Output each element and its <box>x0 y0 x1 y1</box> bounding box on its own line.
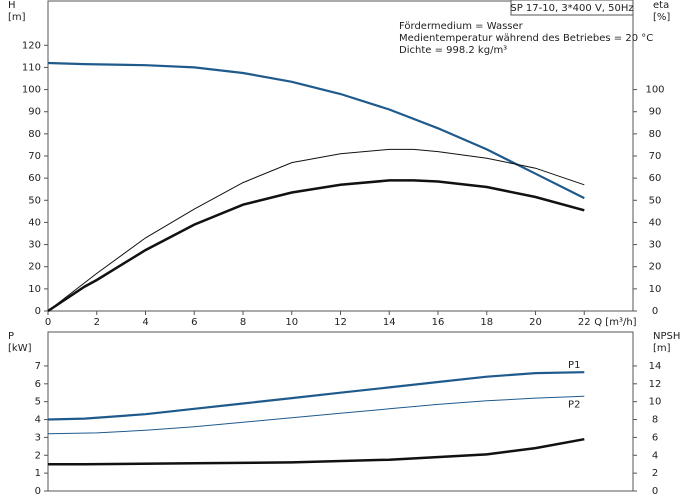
curve <box>47 371 585 421</box>
y-tick-label: 0 <box>35 486 41 497</box>
y2-tick-label: 50 <box>649 195 662 206</box>
x-tick-label: 20 <box>529 317 542 328</box>
y2-tick-label: 10 <box>649 397 662 408</box>
y-axis-label: H <box>8 0 16 11</box>
plot-frame <box>47 0 634 312</box>
y2-tick-label: 40 <box>649 217 662 228</box>
y2-tick-label: 90 <box>649 107 662 118</box>
y-tick-label: 20 <box>28 262 41 273</box>
x-tick-label: 14 <box>383 317 396 328</box>
curve <box>47 148 585 312</box>
y2-tick-label: 60 <box>649 173 662 184</box>
y-tick-label: 4 <box>35 415 41 426</box>
y2-tick-label: 0 <box>652 306 658 317</box>
curve <box>47 61 585 200</box>
y-axis-label: [m] <box>8 12 26 23</box>
y-tick-label: 40 <box>28 217 41 228</box>
y2-tick-label: 8 <box>652 415 658 426</box>
x-tick-label: 18 <box>480 317 493 328</box>
y-tick-label: 50 <box>28 195 41 206</box>
title-box <box>510 0 634 16</box>
y-tick-label: 70 <box>28 151 41 162</box>
curve <box>47 395 585 435</box>
y-tick-label: 10 <box>28 284 41 295</box>
x-tick-label: 16 <box>432 317 445 328</box>
y2-tick-label: 6 <box>652 432 658 443</box>
y2-tick-label: 80 <box>649 129 662 140</box>
y-tick-label: 80 <box>28 129 41 140</box>
x-axis-label: Q [m³/h] <box>594 317 636 328</box>
y2-axis-label: [%] <box>653 12 670 23</box>
y2-axis-label: [m] <box>653 343 671 354</box>
y-tick-label: 90 <box>28 107 41 118</box>
y-tick-label: 120 <box>22 40 41 51</box>
y2-tick-label: 4 <box>652 450 658 461</box>
x-tick-label: 6 <box>191 317 197 328</box>
y2-tick-label: 14 <box>649 361 662 372</box>
y-axis-label: P <box>8 331 14 342</box>
y-tick-label: 110 <box>22 62 41 73</box>
curve <box>47 179 585 313</box>
curve <box>48 437 585 466</box>
y2-tick-label: 12 <box>649 379 662 390</box>
y2-tick-label: 10 <box>649 284 662 295</box>
chart-title: SP 17-10, 3*400 V, 50Hz <box>510 3 633 14</box>
annotation: Fördermedium = Wasser <box>399 21 524 32</box>
plot-frame <box>47 331 634 492</box>
annotation: Medientemperatur während des Betriebes =… <box>399 33 653 44</box>
y-tick-label: 30 <box>28 240 41 251</box>
x-tick-label: 22 <box>578 317 591 328</box>
y2-tick-label: 2 <box>652 468 658 479</box>
y2-tick-label: 20 <box>649 262 662 273</box>
y-tick-label: 3 <box>35 432 41 443</box>
y-tick-label: 0 <box>35 306 41 317</box>
y-tick-label: 100 <box>22 85 41 96</box>
x-tick-label: 10 <box>285 317 298 328</box>
y2-tick-label: 70 <box>649 151 662 162</box>
y-tick-label: 7 <box>35 361 41 372</box>
x-tick-label: 4 <box>142 317 148 328</box>
y2-tick-label: 100 <box>645 85 664 96</box>
y-tick-label: 5 <box>35 397 41 408</box>
y-tick-label: 2 <box>35 450 41 461</box>
y-tick-label: 60 <box>28 173 41 184</box>
x-tick-label: 8 <box>240 317 246 328</box>
y-tick-label: 1 <box>35 468 41 479</box>
y-tick-label: 6 <box>35 379 41 390</box>
series-label: P1 <box>568 360 580 371</box>
y2-axis-label: NPSH <box>653 331 680 342</box>
x-tick-label: 0 <box>45 317 51 328</box>
y2-tick-label: 30 <box>649 240 662 251</box>
x-tick-label: 2 <box>94 317 100 328</box>
annotation: Dichte = 998.2 kg/m³ <box>399 45 507 56</box>
y2-tick-label: 0 <box>652 486 658 497</box>
y2-axis-label: eta <box>653 0 669 11</box>
y-axis-label: [kW] <box>8 343 32 354</box>
x-tick-label: 12 <box>334 317 347 328</box>
series-label: P2 <box>568 399 580 410</box>
